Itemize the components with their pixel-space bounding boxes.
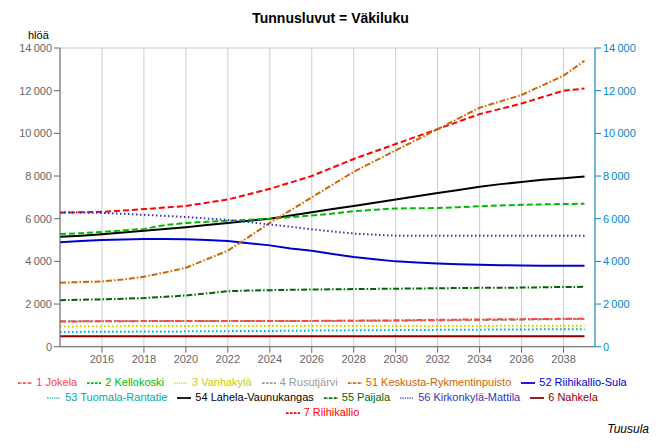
svg-text:2018: 2018 [132,353,156,365]
html-text:hlöä: hlöä [28,29,49,41]
html-text:2 Kellokoski: 2 Kellokoski [105,375,164,388]
html-text:7 Riihikallio: 7 Riihikallio [303,405,360,418]
svg-text:2022: 2022 [216,353,240,365]
svg-text:2036: 2036 [509,353,533,365]
svg-text:2 000: 2 000 [603,298,630,310]
svg-text:4 000: 4 000 [25,255,52,267]
html-text:Tuusula: Tuusula [607,422,649,436]
svg-text:4 000: 4 000 [603,255,630,267]
html-text:52 Riihikallio-Sula: 52 Riihikallio-Sula [539,375,627,388]
svg-text:14 000: 14 000 [19,42,52,54]
html-text:55 Paijala: 55 Paijala [341,390,391,403]
svg-text:6 000: 6 000 [25,213,52,225]
svg-text:10 000: 10 000 [19,127,52,139]
svg-text:2024: 2024 [258,353,282,365]
html-text:Tunnusluvut = Väkiluku: Tunnusluvut = Väkiluku [252,10,409,26]
svg-text:14 000: 14 000 [603,42,636,54]
html-text:1 Jokela: 1 Jokela [36,375,78,388]
html-text:53 Tuomala-Rantatie: 53 Tuomala-Rantatie [65,390,168,403]
svg-text:10 000: 10 000 [603,127,636,139]
svg-text:2 000: 2 000 [25,298,52,310]
html-text:4 Rusutjärvi: 4 Rusutjärvi [279,375,338,388]
svg-text:12 000: 12 000 [19,85,52,97]
svg-text:0: 0 [603,341,609,353]
html-text:6 Nahkela: 6 Nahkela [548,390,598,403]
svg-text:12 000: 12 000 [603,85,636,97]
svg-text:2038: 2038 [551,353,575,365]
html-text:51 Keskusta-Rykmentinpuisto: 51 Keskusta-Rykmentinpuisto [365,375,512,388]
svg-text:8 000: 8 000 [25,170,52,182]
svg-text:8 000: 8 000 [603,170,630,182]
svg-text:2028: 2028 [341,353,365,365]
html-text:56 Kirkonkylä-Mattila: 56 Kirkonkylä-Mattila [418,390,521,403]
svg-text:2016: 2016 [90,353,114,365]
svg-text:2030: 2030 [383,353,407,365]
svg-text:2034: 2034 [467,353,491,365]
svg-text:0: 0 [46,341,52,353]
svg-text:2026: 2026 [300,353,324,365]
svg-text:2020: 2020 [174,353,198,365]
html-text:54 Lahela-Vaunukangas: 54 Lahela-Vaunukangas [195,390,314,403]
svg-text:2032: 2032 [425,353,449,365]
svg-text:6 000: 6 000 [603,213,630,225]
html-text:3 Vanhakylä: 3 Vanhakylä [192,375,252,388]
